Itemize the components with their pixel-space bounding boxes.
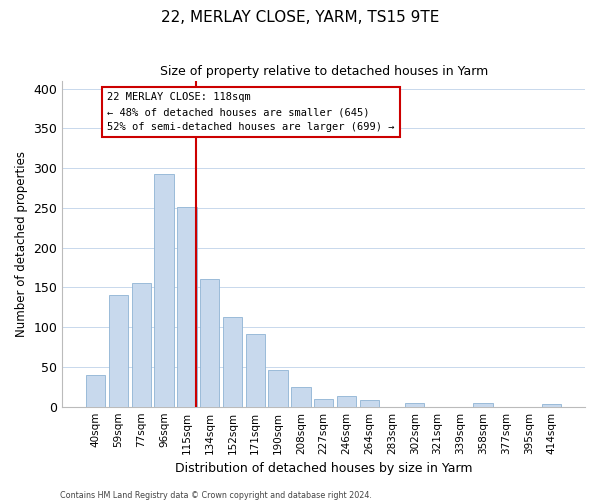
- Bar: [473, 404, 493, 406]
- Bar: [337, 396, 356, 406]
- Text: 22 MERLAY CLOSE: 118sqm
← 48% of detached houses are smaller (645)
52% of semi-d: 22 MERLAY CLOSE: 118sqm ← 48% of detache…: [107, 92, 395, 132]
- Bar: [131, 284, 151, 406]
- Title: Size of property relative to detached houses in Yarm: Size of property relative to detached ho…: [160, 65, 488, 78]
- Bar: [154, 174, 174, 406]
- Bar: [245, 334, 265, 406]
- Bar: [223, 317, 242, 406]
- X-axis label: Distribution of detached houses by size in Yarm: Distribution of detached houses by size …: [175, 462, 472, 475]
- Bar: [291, 387, 311, 406]
- Bar: [109, 296, 128, 406]
- Bar: [359, 400, 379, 406]
- Bar: [268, 370, 288, 406]
- Bar: [86, 375, 106, 406]
- Bar: [200, 278, 220, 406]
- Bar: [314, 398, 334, 406]
- Y-axis label: Number of detached properties: Number of detached properties: [15, 150, 28, 336]
- Bar: [405, 402, 424, 406]
- Text: Contains HM Land Registry data © Crown copyright and database right 2024.: Contains HM Land Registry data © Crown c…: [60, 490, 372, 500]
- Text: 22, MERLAY CLOSE, YARM, TS15 9TE: 22, MERLAY CLOSE, YARM, TS15 9TE: [161, 10, 439, 25]
- Bar: [542, 404, 561, 406]
- Bar: [177, 207, 197, 406]
